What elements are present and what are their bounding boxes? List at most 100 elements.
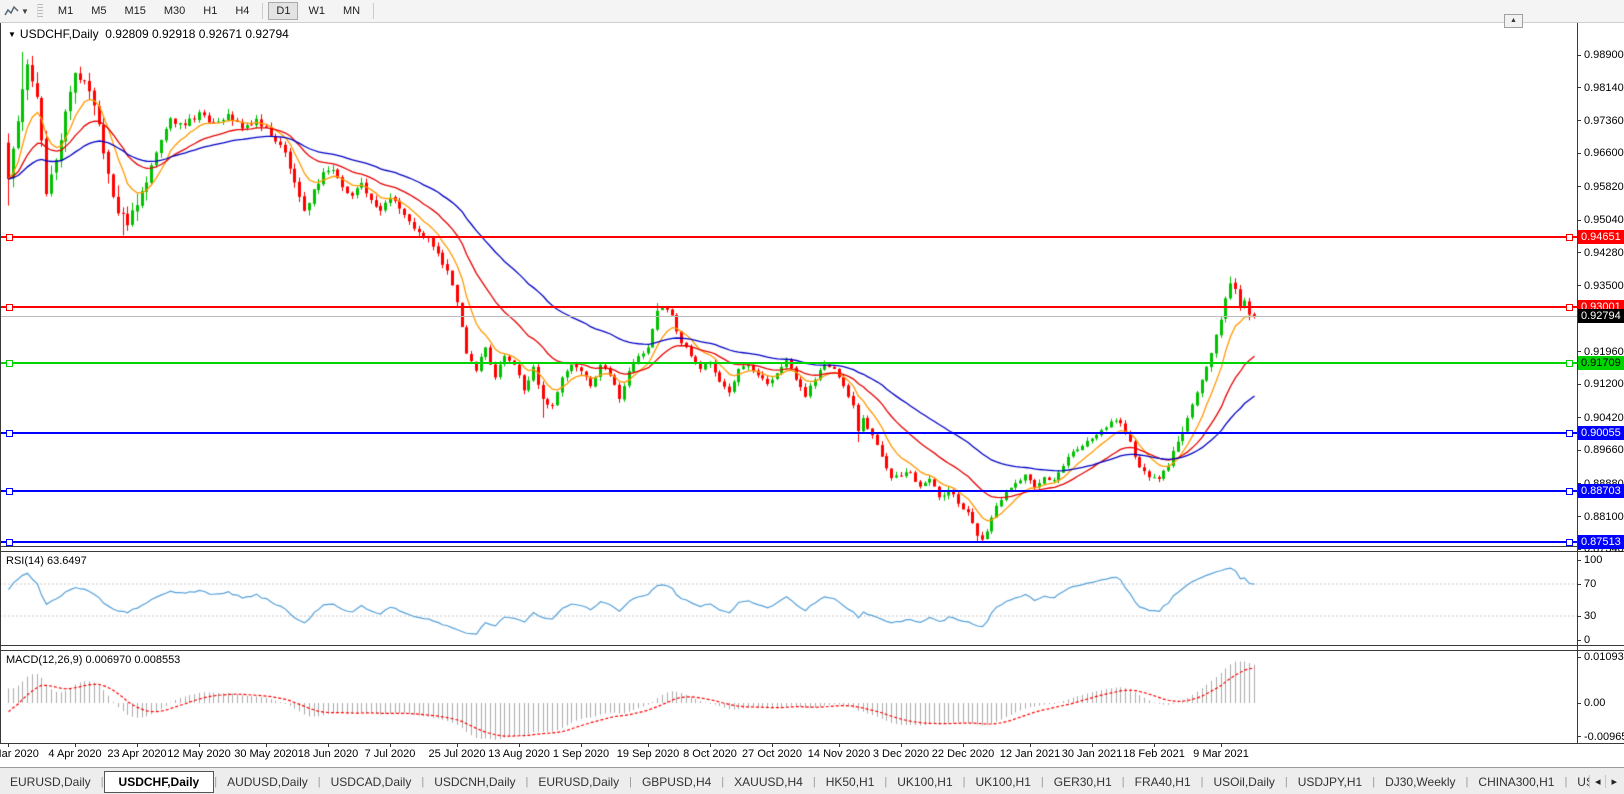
toolbar-separator (262, 3, 264, 19)
main-chart-canvas[interactable] (0, 22, 1577, 546)
hline-support-0.90055[interactable] (0, 432, 1577, 435)
macd-current-values: 0.006970 0.008553 (85, 654, 181, 666)
chart-tab-usdcnh-daily[interactable]: USDCNH,Daily (434, 774, 516, 789)
date-axis-tick (75, 744, 76, 747)
date-axis-tick (1154, 744, 1155, 747)
hline-price-badge[interactable]: 0.90055 (1578, 426, 1624, 441)
chart-tab-usoil-daily[interactable]: USOil,Daily (1213, 774, 1275, 789)
hline-handle[interactable] (1566, 539, 1573, 547)
price-axis-tick-label: 0.95040 (1584, 214, 1624, 227)
hline-handle[interactable] (6, 359, 13, 367)
date-axis-tick (328, 744, 329, 747)
chart-tab-uk100-h1[interactable]: UK100,H1 (897, 774, 953, 789)
rsi-axis-label: 70 (1584, 578, 1597, 590)
macd-panel-canvas[interactable] (0, 651, 1577, 742)
timeframe-button-h4[interactable]: H4 (235, 5, 250, 17)
hline-handle[interactable] (6, 430, 13, 438)
chart-tab-usdjpy-h1[interactable]: USDJPY,H1 (1297, 774, 1363, 789)
chart-tab-china300-h1[interactable]: CHINA300,H1 (1478, 774, 1555, 789)
hline-price-badge[interactable]: 0.88703 (1578, 484, 1624, 499)
hline-handle[interactable] (1566, 430, 1573, 438)
chart-tab-xauusd-h4[interactable]: XAUUSD,H4 (734, 774, 803, 789)
panel-separator[interactable] (0, 546, 1624, 547)
current-price-line (0, 316, 1577, 318)
panel-separator[interactable] (0, 645, 1624, 646)
macd-axis-label: 0.00 (1584, 697, 1606, 709)
price-axis-tick (1577, 120, 1581, 122)
chart-tab-gbpusd-h4[interactable]: GBPUSD,H4 (641, 774, 712, 789)
tab-separator: | (721, 775, 725, 788)
timeframe-button-w1[interactable]: W1 (308, 5, 325, 17)
hline-handle[interactable] (1566, 359, 1573, 367)
chart-tab-eurusd-daily[interactable]: EURUSD,Daily (538, 774, 620, 789)
chart-tab-uk100-h1[interactable]: UK100,H1 (975, 774, 1031, 789)
macd-indicator-label: MACD(12,26,9) 0.006970 0.008553 (6, 654, 180, 666)
timeframe-button-h1[interactable]: H1 (203, 5, 218, 17)
timeframe-button-m5[interactable]: M5 (91, 5, 107, 17)
chart-tool-icon[interactable]: ▼ (0, 1, 33, 21)
hline-price-badge[interactable]: 0.94651 (1578, 229, 1624, 244)
hline-handle[interactable] (1566, 233, 1573, 241)
hline-handle[interactable] (6, 539, 13, 547)
date-axis-tick (710, 744, 711, 747)
tab-scroll-right-button[interactable]: ▸ (1605, 774, 1622, 788)
chart-tab-audusd-daily[interactable]: AUDUSD,Daily (227, 774, 308, 789)
date-axis-label: 1 Sep 2020 (552, 748, 610, 760)
dropdown-caret-icon[interactable]: ▼ (21, 6, 29, 16)
tab-separator: | (214, 775, 218, 788)
date-axis-label: 17 Mar 2020 (0, 748, 39, 760)
rsi-panel-canvas[interactable] (0, 552, 1577, 645)
price-axis-tick-label: 0.98900 (1584, 49, 1624, 61)
hline-handle[interactable] (1566, 304, 1573, 312)
price-axis-tick (1577, 54, 1581, 56)
timeframe-button-m1[interactable]: M1 (57, 5, 74, 17)
tab-separator: | (525, 775, 529, 788)
hline-price-badge[interactable]: 0.91709 (1578, 355, 1624, 370)
hline-support-0.88703[interactable] (0, 490, 1577, 493)
timeframe-button-d1[interactable]: D1 (268, 2, 299, 20)
date-axis-tick (581, 744, 582, 747)
chart-tab-usdcad-daily[interactable]: USDCAD,Daily (330, 774, 412, 789)
price-axis-tick-label: 0.89660 (1584, 444, 1624, 457)
macd-axis-label: -0.009653 (1584, 730, 1624, 743)
price-axis-tick-label: 0.96600 (1584, 147, 1624, 160)
price-axis-tick-label: 0.93500 (1584, 279, 1624, 292)
price-axis-tick (1577, 516, 1581, 518)
toolbar-grip[interactable] (36, 4, 43, 18)
date-axis-tick (1092, 744, 1093, 747)
collapse-arrow-icon[interactable]: ▼ (8, 30, 16, 39)
price-axis-tick-label: 0.88100 (1584, 510, 1624, 523)
date-axis-tick (457, 744, 458, 747)
price-axis-tick (1577, 87, 1581, 88)
hline-resistance-0.93001[interactable] (0, 306, 1577, 309)
chart-tab-eurusd-daily[interactable]: EURUSD,Daily (10, 774, 91, 789)
macd-axis-tick (1577, 702, 1581, 704)
date-axis-tick (839, 744, 840, 747)
chart-tab-dj30-weekly[interactable]: DJ30,Weekly (1385, 774, 1456, 789)
hline-pivot-0.91709[interactable] (0, 361, 1577, 364)
hline-handle[interactable] (6, 233, 13, 241)
date-axis-tick (8, 744, 9, 747)
chart-tab-ger30-h1[interactable]: GER30,H1 (1053, 774, 1112, 789)
hline-support-0.87513[interactable] (0, 541, 1577, 544)
hline-resistance-0.94651[interactable] (0, 235, 1577, 238)
macd-name: MACD(12,26,9) (6, 654, 83, 666)
timeframe-button-m15[interactable]: M15 (124, 5, 146, 17)
date-axis-label: 8 Oct 2020 (683, 748, 737, 760)
date-axis-tick (772, 744, 773, 747)
price-axis-tick (1577, 383, 1581, 385)
timeframe-button-mn[interactable]: MN (342, 5, 361, 17)
chart-tab-fra40-h1[interactable]: FRA40,H1 (1134, 774, 1191, 789)
chart-tab-usdchf-daily[interactable]: USDCHF,Daily (103, 770, 215, 793)
hline-handle[interactable] (1566, 488, 1573, 496)
timeframe-button-m30[interactable]: M30 (163, 5, 186, 17)
panel-separator (0, 551, 1624, 552)
tab-scroll-left-button[interactable]: ◂ (1588, 774, 1606, 788)
chart-tab-hk50-h1[interactable]: HK50,H1 (825, 774, 875, 789)
chart-scroll-up-button[interactable]: ▲ (1504, 14, 1523, 28)
hline-price-badge[interactable]: 0.87513 (1578, 535, 1624, 550)
hline-handle[interactable] (6, 304, 13, 312)
hline-handle[interactable] (6, 488, 13, 496)
date-axis-label: 19 Sep 2020 (616, 748, 680, 760)
